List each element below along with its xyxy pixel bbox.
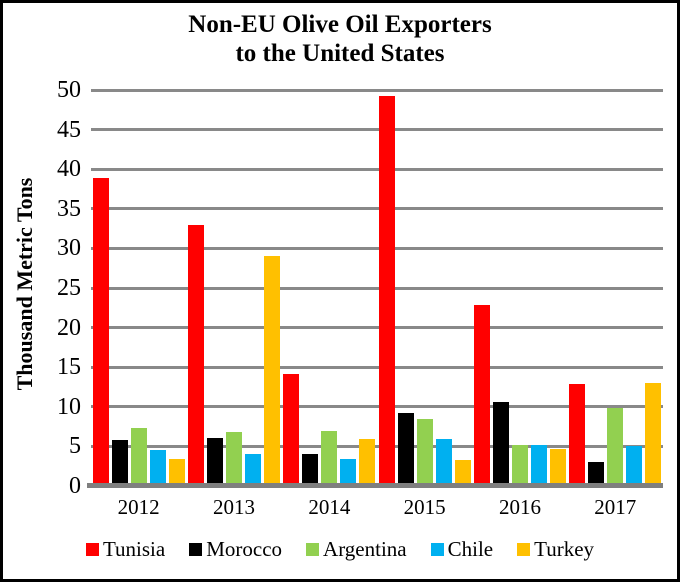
bar-turkey-2013 [263, 255, 280, 486]
y-tick-label: 15 [57, 354, 81, 381]
y-tick-label: 10 [57, 393, 81, 420]
bar-group-2016 [472, 90, 567, 486]
bar-tunisia-2015 [378, 96, 395, 486]
bar-chile-2012 [149, 449, 166, 486]
legend-label: Argentina [323, 537, 407, 561]
bar-group-2012 [91, 90, 186, 486]
legend-item-chile: Chile [430, 537, 494, 562]
legend-label: Tunisia [102, 537, 166, 561]
x-axis-line [87, 483, 663, 488]
gridline [91, 326, 663, 330]
chart-title-line-2: to the United States [235, 39, 445, 67]
legend-item-argentina: Argentina [306, 537, 407, 562]
bar-tunisia-2013 [187, 224, 204, 486]
bar-tunisia-2012 [92, 177, 109, 486]
bar-tunisia-2014 [283, 374, 300, 486]
bar-argentina-2013 [225, 432, 242, 486]
bar-chile-2014 [340, 459, 357, 486]
bar-morocco-2014 [302, 453, 319, 486]
bar-chile-2017 [626, 446, 643, 486]
chart-title-line-1: Non-EU Olive Oil Exporters [188, 11, 492, 38]
y-tick-label: 25 [57, 275, 81, 301]
bar-turkey-2012 [168, 459, 185, 486]
bar-morocco-2013 [206, 438, 223, 486]
gridline [91, 365, 663, 369]
x-tick-label: 2014 [308, 495, 351, 519]
gridline [91, 405, 663, 409]
legend-label: Turkey [534, 537, 595, 561]
gridline [91, 207, 663, 211]
bar-chile-2015 [435, 439, 452, 486]
bar-argentina-2012 [130, 428, 147, 486]
bar-argentina-2014 [321, 430, 338, 486]
legend-item-tunisia: Tunisia [85, 537, 166, 562]
gridline [91, 286, 663, 290]
y-tick-label: 45 [57, 116, 81, 143]
bar-group-2015 [377, 90, 472, 486]
legend-swatch-icon [306, 543, 320, 556]
bar-turkey-2017 [645, 383, 662, 486]
chart-title: Non-EU Olive Oil Exporters to the United… [3, 11, 677, 68]
y-axis-ticks: 0 5 10 15 20 25 30 35 40 45 50 [3, 78, 81, 498]
x-tick-label: 2016 [498, 495, 541, 519]
y-tick-label: 0 [69, 473, 81, 499]
x-axis-labels: 2012 2013 2014 2015 2016 2017 [91, 495, 663, 520]
bar-tunisia-2017 [569, 383, 586, 486]
bar-chile-2013 [244, 453, 261, 486]
legend-swatch-icon [517, 543, 531, 556]
bar-morocco-2017 [588, 462, 605, 486]
legend-swatch-icon [85, 543, 99, 556]
legend-item-turkey: Turkey [517, 537, 594, 562]
legend-label: Morocco [206, 537, 283, 561]
bar-morocco-2016 [492, 402, 509, 486]
bar-group-2013 [186, 90, 281, 486]
bar-argentina-2015 [416, 418, 433, 486]
x-tick-label: 2012 [117, 495, 160, 519]
bar-group-2017 [568, 90, 663, 486]
bar-morocco-2015 [397, 413, 414, 486]
x-tick-label: 2017 [594, 495, 637, 519]
gridline [91, 246, 663, 250]
y-tick-label: 50 [57, 77, 81, 103]
gridline [91, 444, 663, 448]
bar-argentina-2017 [607, 407, 624, 486]
bar-morocco-2012 [111, 440, 128, 486]
bar-tunisia-2016 [473, 305, 490, 486]
bar-group-2014 [282, 90, 377, 486]
bar-turkey-2014 [359, 439, 376, 486]
gridline [91, 88, 663, 92]
gridline [91, 128, 663, 132]
legend-label: Chile [447, 537, 494, 561]
legend: Tunisia Morocco Argentina Chile Turkey [3, 537, 677, 562]
y-tick-label: 35 [57, 195, 81, 222]
legend-swatch-icon [430, 543, 444, 556]
bar-groups [91, 90, 663, 486]
bar-turkey-2016 [549, 448, 566, 486]
y-tick-label: 5 [69, 433, 81, 460]
legend-swatch-icon [189, 543, 203, 556]
y-tick-label: 30 [57, 235, 81, 262]
x-tick-label: 2015 [403, 495, 446, 519]
legend-item-morocco: Morocco [189, 537, 282, 562]
bar-argentina-2016 [511, 444, 528, 486]
bar-chile-2016 [530, 444, 547, 486]
bar-turkey-2015 [454, 459, 471, 486]
plot-area [87, 88, 663, 488]
y-tick-label: 20 [57, 314, 81, 341]
x-tick-label: 2013 [212, 495, 255, 519]
y-tick-label: 40 [57, 156, 81, 183]
gridline [91, 167, 663, 171]
